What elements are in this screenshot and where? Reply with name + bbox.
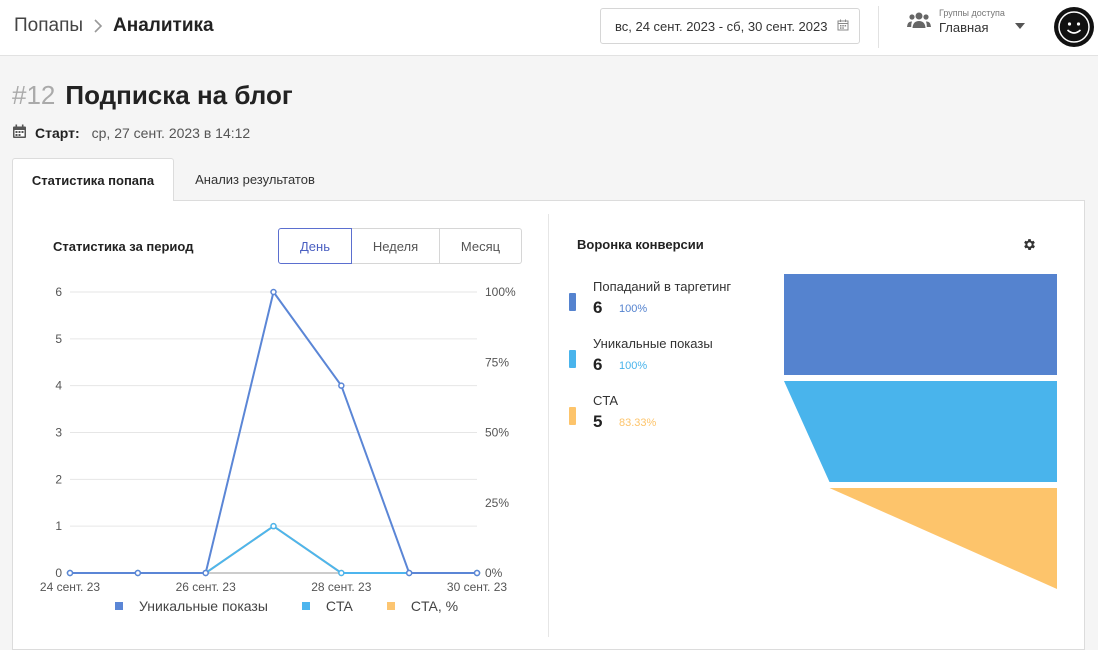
- top-bar: Попапы Аналитика вс, 24 сент. 2023 - сб,…: [0, 0, 1098, 56]
- breadcrumb-current: Аналитика: [113, 15, 214, 36]
- tab-results-analysis[interactable]: Анализ результатов: [195, 172, 315, 187]
- funnel-color-bar: [569, 407, 576, 425]
- data-point: [66, 569, 74, 577]
- stats-period-title: Статистика за период: [53, 239, 194, 254]
- period-switcher: День Неделя Месяц: [278, 228, 522, 264]
- y-right-tick-label: 0%: [485, 566, 503, 580]
- funnel-item-percent: 100%: [619, 303, 648, 315]
- funnel-item-label: CTA: [593, 393, 619, 408]
- panel-divider: [548, 214, 549, 637]
- funnel-segment: [829, 488, 1057, 589]
- funnel-item-count: 5: [593, 412, 603, 431]
- y-right-tick-label: 50%: [485, 426, 509, 440]
- x-tick-label: 28 сент. 23: [311, 580, 371, 594]
- access-caption: Группы доступа: [939, 8, 1005, 18]
- tab-popup-statistics[interactable]: Статистика попапа: [12, 158, 174, 201]
- series-line: [70, 524, 477, 574]
- data-point: [338, 569, 345, 577]
- date-range-picker[interactable]: вс, 24 сент. 2023 - сб, 30 сент. 2023: [600, 8, 860, 44]
- data-point: [405, 569, 413, 577]
- data-point: [473, 569, 481, 577]
- legend-swatch: [386, 602, 395, 610]
- data-point: [202, 569, 209, 577]
- funnel-title: Воронка конверсии: [577, 237, 704, 252]
- start-label: Старт:: [35, 125, 80, 141]
- series-line: [70, 524, 477, 574]
- y-left-tick-label: 1: [55, 519, 62, 533]
- smiley-face-icon: [1058, 11, 1090, 43]
- start-value: ср, 27 сент. 2023 в 14:12: [91, 125, 251, 141]
- data-point: [338, 382, 345, 389]
- period-month-button[interactable]: Месяц: [440, 228, 522, 264]
- caret-down-icon: [1014, 16, 1025, 34]
- funnel-segment: [784, 381, 1057, 482]
- x-tick-label: 24 сент. 23: [40, 580, 100, 594]
- access-value: Главная: [939, 20, 989, 35]
- legend-label: CTA, %: [410, 598, 459, 614]
- legend-label: CTA: [325, 598, 353, 614]
- legend-item-unique-views[interactable]: Уникальные показы: [115, 598, 268, 614]
- period-week-button[interactable]: Неделя: [352, 228, 440, 264]
- funnel-item-percent: 83.33%: [619, 417, 657, 429]
- y-left-tick-label: 6: [55, 285, 62, 299]
- popup-number: #12: [12, 80, 56, 110]
- access-group-selector[interactable]: Группы доступа Главная: [907, 8, 1025, 36]
- x-tick-label: 30 сент. 23: [447, 580, 507, 594]
- funnel-segment: [784, 274, 1057, 375]
- popup-title: Подписка на блог: [65, 80, 293, 110]
- header-divider: [878, 6, 879, 48]
- funnel-item-count: 6: [593, 355, 603, 374]
- calendar-icon: [837, 19, 849, 34]
- period-statistics-chart: 0 1 2 3 4 5 6 0% 25% 50% 75% 100% 24 сент. 23 26 сент…: [40, 285, 516, 594]
- funnel-color-bar: [569, 350, 576, 368]
- period-day-button[interactable]: День: [278, 228, 352, 264]
- chevron-right-icon: [93, 18, 103, 34]
- start-info: Старт: ср, 27 сент. 2023 в 14:12: [12, 124, 250, 142]
- funnel-item-label: Попаданий в таргетинг: [593, 279, 732, 294]
- y-right-tick-label: 25%: [485, 496, 509, 510]
- y-right-tick-label: 75%: [485, 355, 509, 369]
- y-left-tick-label: 0: [55, 566, 62, 580]
- data-point: [270, 522, 277, 530]
- users-icon: [907, 11, 931, 34]
- legend-item-cta-percent[interactable]: CTA, %: [386, 598, 459, 614]
- legend-swatch: [115, 602, 123, 610]
- data-point: [134, 569, 142, 577]
- date-range-value: вс, 24 сент. 2023 - сб, 30 сент. 2023: [615, 18, 828, 34]
- y-right-tick-label: 100%: [485, 285, 516, 299]
- avatar[interactable]: [1054, 7, 1094, 47]
- y-left-tick-label: 4: [55, 379, 62, 393]
- conversion-funnel-chart: [784, 274, 1057, 589]
- y-left-tick-label: 3: [55, 426, 62, 440]
- gear-icon[interactable]: [1022, 237, 1037, 257]
- chart-legend: Уникальные показы CTA CTA, %: [115, 598, 492, 614]
- breadcrumb-popups-link[interactable]: Попапы: [14, 15, 84, 36]
- funnel-color-bar: [569, 293, 576, 311]
- legend-label: Уникальные показы: [139, 598, 268, 614]
- data-point: [270, 288, 277, 296]
- x-tick-label: 26 сент. 23: [176, 580, 236, 594]
- funnel-item-count: 6: [593, 298, 603, 317]
- funnel-item-label: Уникальные показы: [593, 336, 713, 351]
- y-left-tick-label: 5: [55, 332, 62, 346]
- legend-swatch: [301, 602, 310, 610]
- breadcrumb: Попапы Аналитика: [14, 15, 214, 37]
- funnel-item-percent: 100%: [619, 360, 648, 372]
- legend-item-cta[interactable]: CTA: [301, 598, 353, 614]
- calendar-icon: [12, 124, 27, 142]
- page-title: #12 Подписка на блог: [12, 80, 293, 111]
- y-left-tick-label: 2: [55, 472, 62, 486]
